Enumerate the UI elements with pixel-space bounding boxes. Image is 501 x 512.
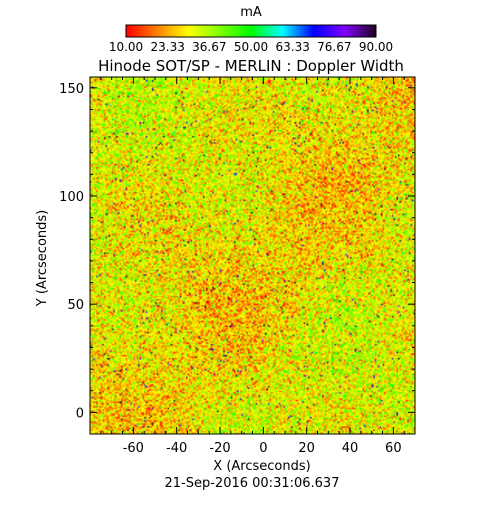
colorbar-tick-label: 23.33	[150, 40, 184, 54]
y-tick-label: 0	[76, 406, 84, 421]
colorbar-tick-label: 36.67	[192, 40, 226, 54]
y-axis: 0 50 100 150	[59, 82, 415, 435]
y-tick-label: 150	[59, 82, 84, 97]
x-tick-label: -60	[123, 441, 144, 456]
x-axis-label: X (Arcseconds)	[213, 459, 310, 474]
chart-title: Hinode SOT/SP - MERLIN : Doppler Width	[98, 57, 404, 75]
x-tick-label: -40	[166, 441, 187, 456]
x-tick-label: 0	[259, 441, 267, 456]
colorbar-tick-label: 90.00	[359, 40, 393, 54]
x-tick-label: 20	[298, 441, 315, 456]
heatmap-image	[90, 77, 415, 434]
x-tick-label: -20	[209, 441, 230, 456]
x-tick-label: 60	[385, 441, 402, 456]
x-tick-label: 40	[342, 441, 359, 456]
colorbar-tick-labels: 10.00 23.33 36.67 50.00 63.33 76.67 90.00	[109, 40, 393, 54]
colorbar-tick-label: 76.67	[317, 40, 351, 54]
colorbar-tick-label: 10.00	[109, 40, 143, 54]
colorbar	[125, 24, 377, 38]
timestamp-label: 21-Sep-2016 00:31:06.637	[165, 476, 340, 491]
y-tick-label: 100	[59, 190, 84, 205]
x-axis: -60 -40 -20 0 20 40 60	[100, 77, 416, 456]
y-axis-label: Y (Arcseconds)	[35, 210, 50, 307]
y-tick-label: 50	[67, 298, 84, 313]
colorbar-gradient	[125, 24, 377, 38]
colorbar-tick-label: 50.00	[234, 40, 268, 54]
colorbar-tick-label: 63.33	[275, 40, 309, 54]
colorbar-unit-label: mA	[240, 5, 262, 20]
